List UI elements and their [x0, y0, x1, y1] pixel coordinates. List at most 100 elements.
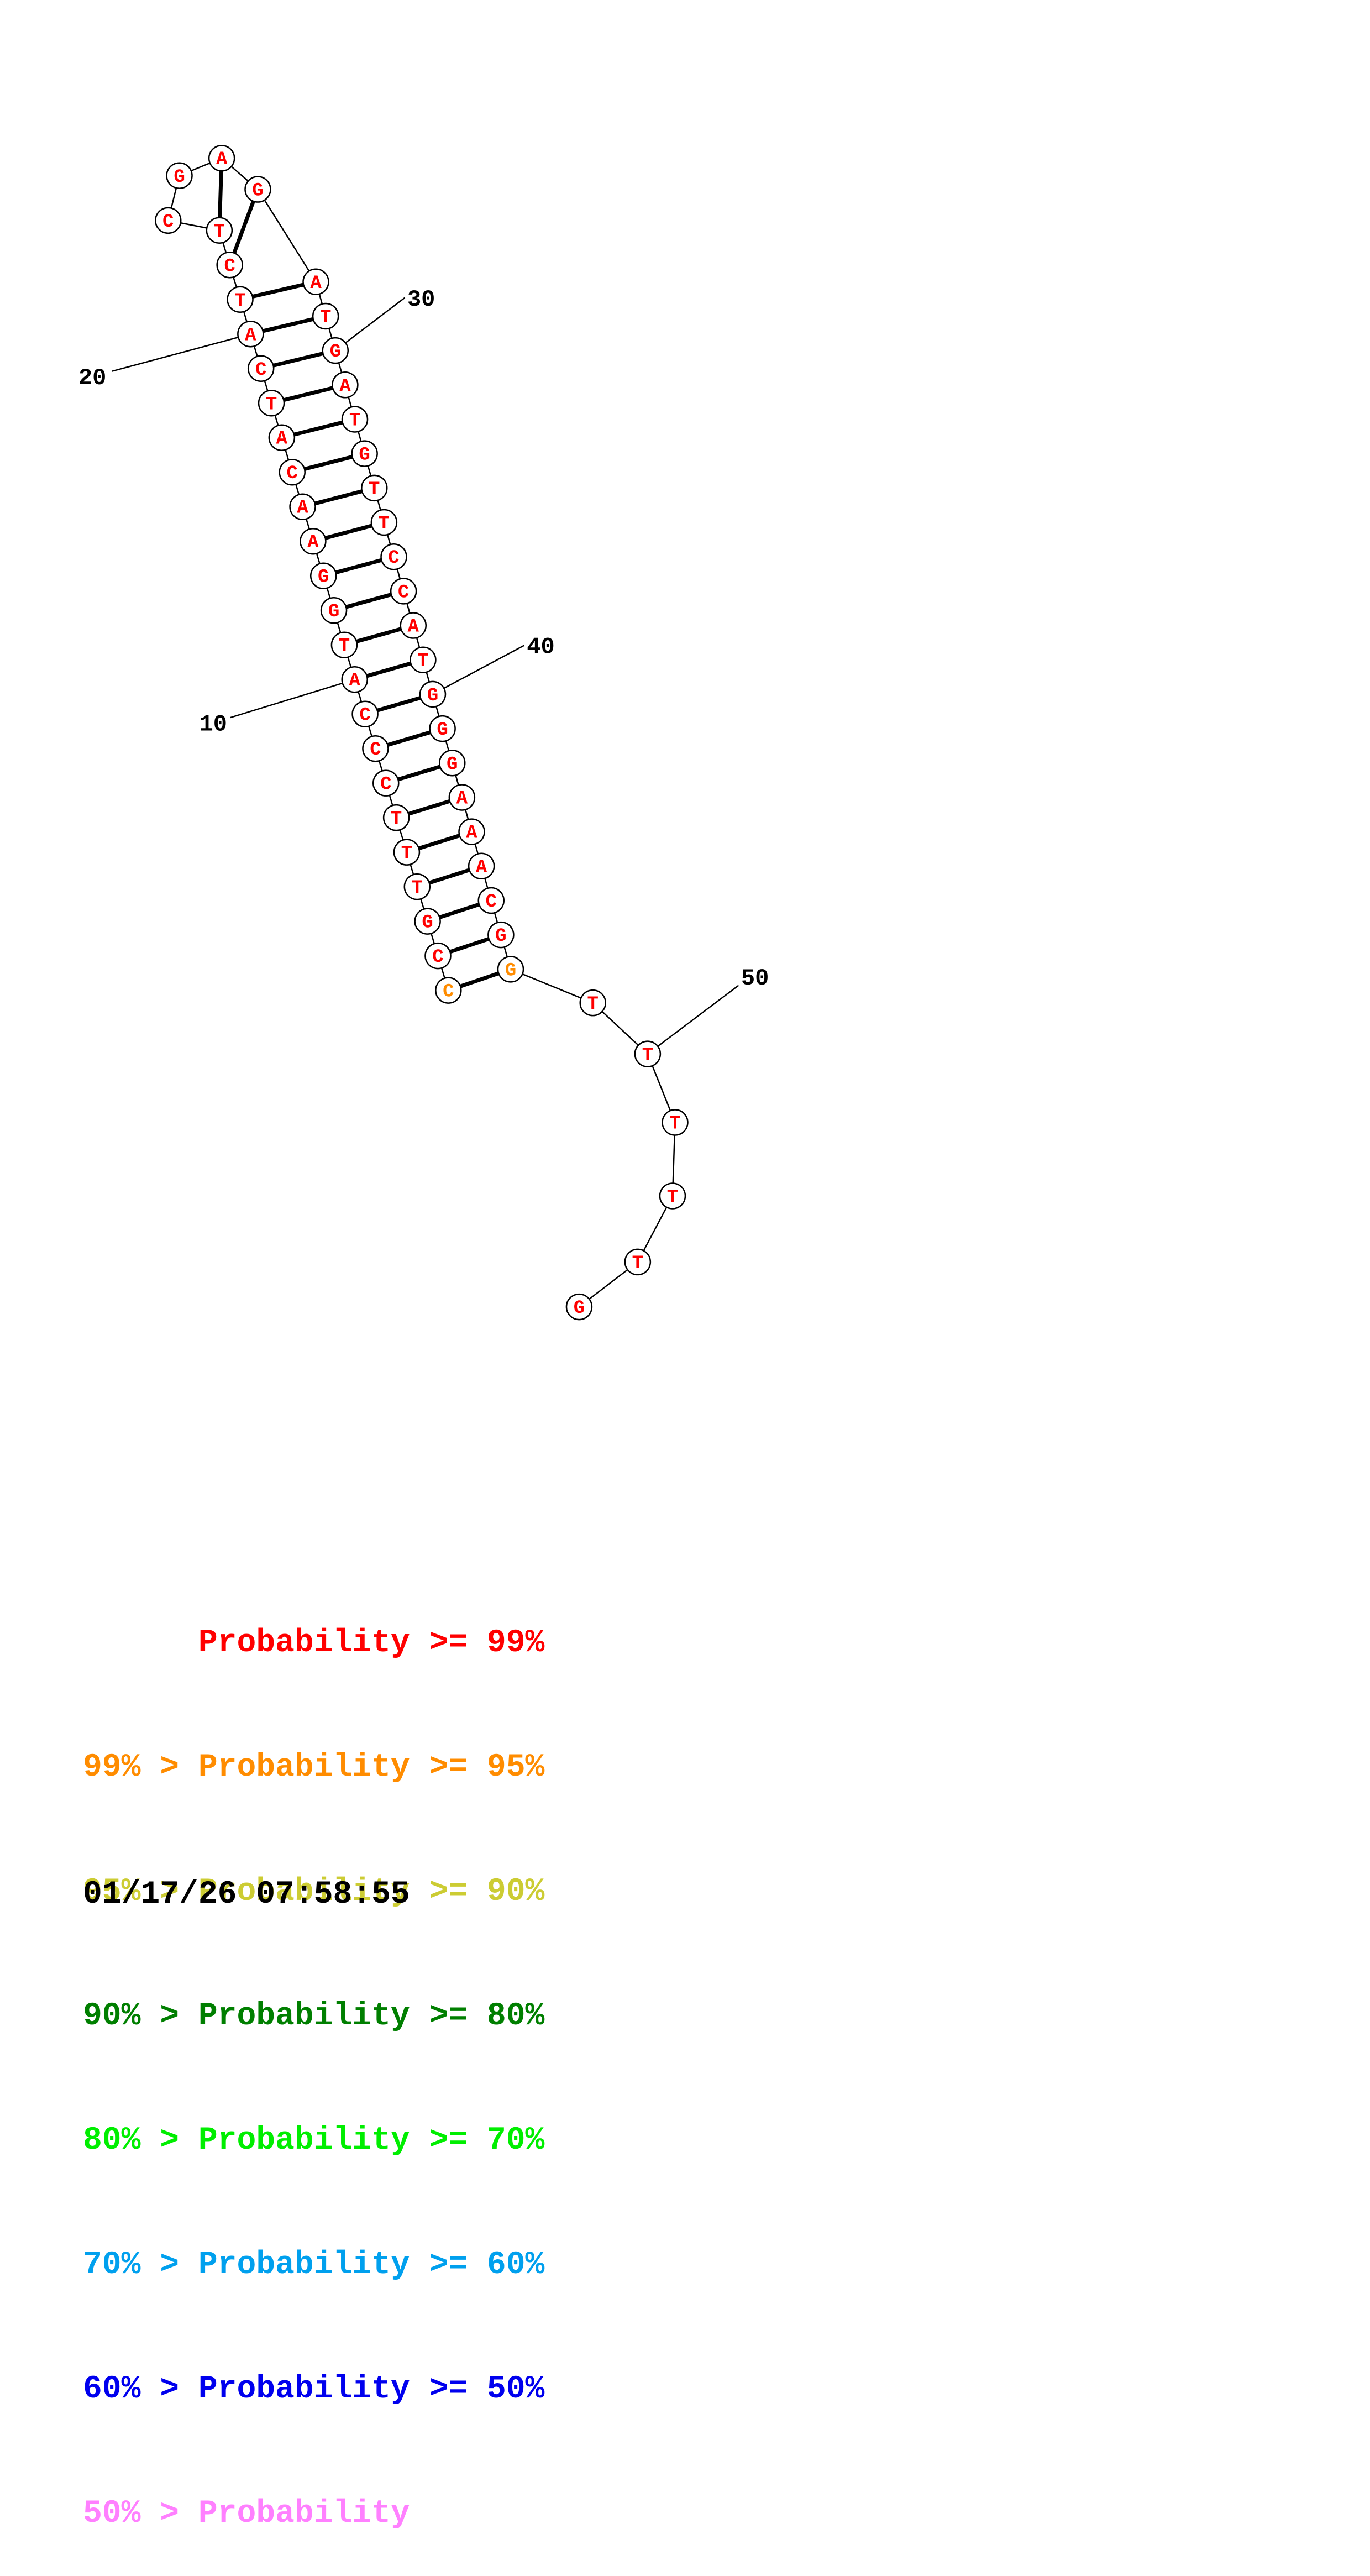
- nucleotide-circle: [634, 1040, 662, 1067]
- nucleotide: T: [361, 474, 388, 502]
- nucleotide-circle: [448, 784, 476, 811]
- nucleotide-circle: [497, 956, 524, 983]
- nucleotide-circle: [216, 252, 243, 279]
- nucleotide-base: G: [427, 685, 438, 706]
- nucleotide-base: T: [266, 394, 277, 415]
- nucleotide: T: [659, 1182, 686, 1210]
- nucleotide-circle: [372, 769, 400, 797]
- nucleotide: A: [332, 371, 359, 399]
- nucleotide-base: T: [417, 651, 428, 672]
- nucleotide-base: G: [422, 913, 433, 934]
- nucleotide-base: A: [276, 429, 288, 450]
- nucleotide-base: C: [370, 740, 381, 761]
- nucleotide-base: C: [486, 892, 497, 913]
- base-pair-line: [228, 189, 260, 266]
- nucleotide-base: G: [174, 167, 185, 188]
- nucleotide: C: [279, 458, 306, 486]
- nucleotide-circle: [370, 509, 398, 536]
- nucleotide-base: T: [214, 222, 225, 243]
- nucleotide: G: [487, 921, 515, 949]
- nucleotide: C: [435, 977, 462, 1004]
- legend-row-2: 99% > Probability >= 95%: [83, 1750, 545, 1786]
- nucleotide-circle: [439, 750, 466, 777]
- nucleotide-circle: [410, 646, 437, 673]
- nucleotide: A: [458, 818, 485, 845]
- nucleotide: G: [414, 908, 441, 935]
- nucleotide-circle: [206, 217, 233, 244]
- legend-row-3: 95% > Probability >= 90%: [83, 1874, 545, 1910]
- nucleotide-base: A: [339, 376, 351, 397]
- nucleotide-base: G: [437, 720, 448, 741]
- position-tick: [432, 645, 525, 695]
- nucleotide-circle: [393, 839, 421, 866]
- nucleotide-circle: [565, 1293, 593, 1321]
- nucleotide-circle: [322, 337, 349, 364]
- nucleotide-base: A: [307, 532, 319, 553]
- nucleotide-base: T: [349, 410, 360, 431]
- nucleotide: A: [300, 527, 327, 555]
- nucleotide-circle: [400, 612, 427, 639]
- nucleotide: T: [312, 302, 339, 330]
- nucleotide-base: A: [408, 617, 419, 638]
- nucleotide-circle: [258, 390, 285, 417]
- nucleotide: G: [419, 680, 447, 708]
- nucleotide: T: [579, 989, 606, 1017]
- nucleotide-base: G: [574, 1298, 585, 1319]
- nucleotide-base: T: [379, 514, 390, 535]
- nucleotide: A: [468, 852, 495, 880]
- position-label: 30: [407, 286, 435, 313]
- nucleotide: T: [403, 873, 431, 900]
- nucleotide-base: G: [505, 960, 516, 981]
- nucleotide: T: [227, 286, 254, 313]
- position-tick: [647, 985, 739, 1055]
- nucleotide-base: T: [339, 636, 350, 657]
- nucleotides: CCGTTTCCCATGGAACATCATCTCGAGATGATGTTCCATG…: [154, 144, 689, 1321]
- nucleotide-circle: [579, 989, 606, 1017]
- legend-row-5: 80% > Probability >= 70%: [83, 2123, 545, 2159]
- nucleotide-base: A: [476, 857, 487, 878]
- nucleotide-circle: [208, 144, 235, 172]
- nucleotide-circle: [268, 424, 296, 451]
- nucleotide: C: [372, 769, 400, 797]
- nucleotide-circle: [289, 493, 316, 520]
- nucleotide-base: T: [369, 479, 380, 500]
- nucleotide-circle: [300, 527, 327, 555]
- nucleotide-base: C: [388, 548, 399, 569]
- nucleotide-base: G: [495, 926, 506, 947]
- nucleotide: G: [351, 440, 378, 467]
- nucleotide-circle: [244, 176, 271, 203]
- nucleotide-base: T: [412, 878, 423, 899]
- nucleotide-base: C: [443, 982, 454, 1003]
- position-ticks: 10 20 30 40 50: [78, 286, 769, 1055]
- nucleotide: T: [341, 406, 369, 433]
- position-tick: [335, 297, 406, 352]
- legend-row-1: Probability >= 99%: [83, 1625, 545, 1661]
- nucleotide: T: [393, 839, 421, 866]
- nucleotide-base: G: [318, 567, 329, 588]
- nucleotide: A: [268, 424, 296, 451]
- nucleotide-circle: [380, 543, 407, 570]
- nucleotide-circle: [659, 1182, 686, 1210]
- nucleotide-circle: [351, 700, 379, 727]
- nucleotide-base: T: [669, 1114, 680, 1135]
- nucleotide: G: [439, 750, 466, 777]
- nucleotide-base: T: [667, 1187, 678, 1208]
- nucleotide-circle: [237, 321, 264, 348]
- nucleotide: C: [247, 355, 275, 383]
- nucleotide: G: [497, 956, 524, 983]
- nucleotide: A: [400, 612, 427, 639]
- nucleotide-base: G: [447, 754, 458, 775]
- nucleotide: A: [208, 144, 235, 172]
- nucleotide: C: [390, 578, 417, 605]
- nucleotide-circle: [312, 302, 339, 330]
- nucleotide-circle: [487, 921, 515, 949]
- nucleotide-base: C: [162, 212, 174, 233]
- nucleotide-base: A: [216, 149, 228, 170]
- nucleotide-base: A: [245, 325, 256, 346]
- nucleotide-base: T: [320, 307, 331, 328]
- nucleotide-base: G: [252, 181, 263, 202]
- nucleotide-circle: [166, 162, 193, 190]
- nucleotide-circle: [414, 908, 441, 935]
- legend-row-4: 90% > Probability >= 80%: [83, 1998, 545, 2034]
- nucleotide-circle: [247, 355, 275, 383]
